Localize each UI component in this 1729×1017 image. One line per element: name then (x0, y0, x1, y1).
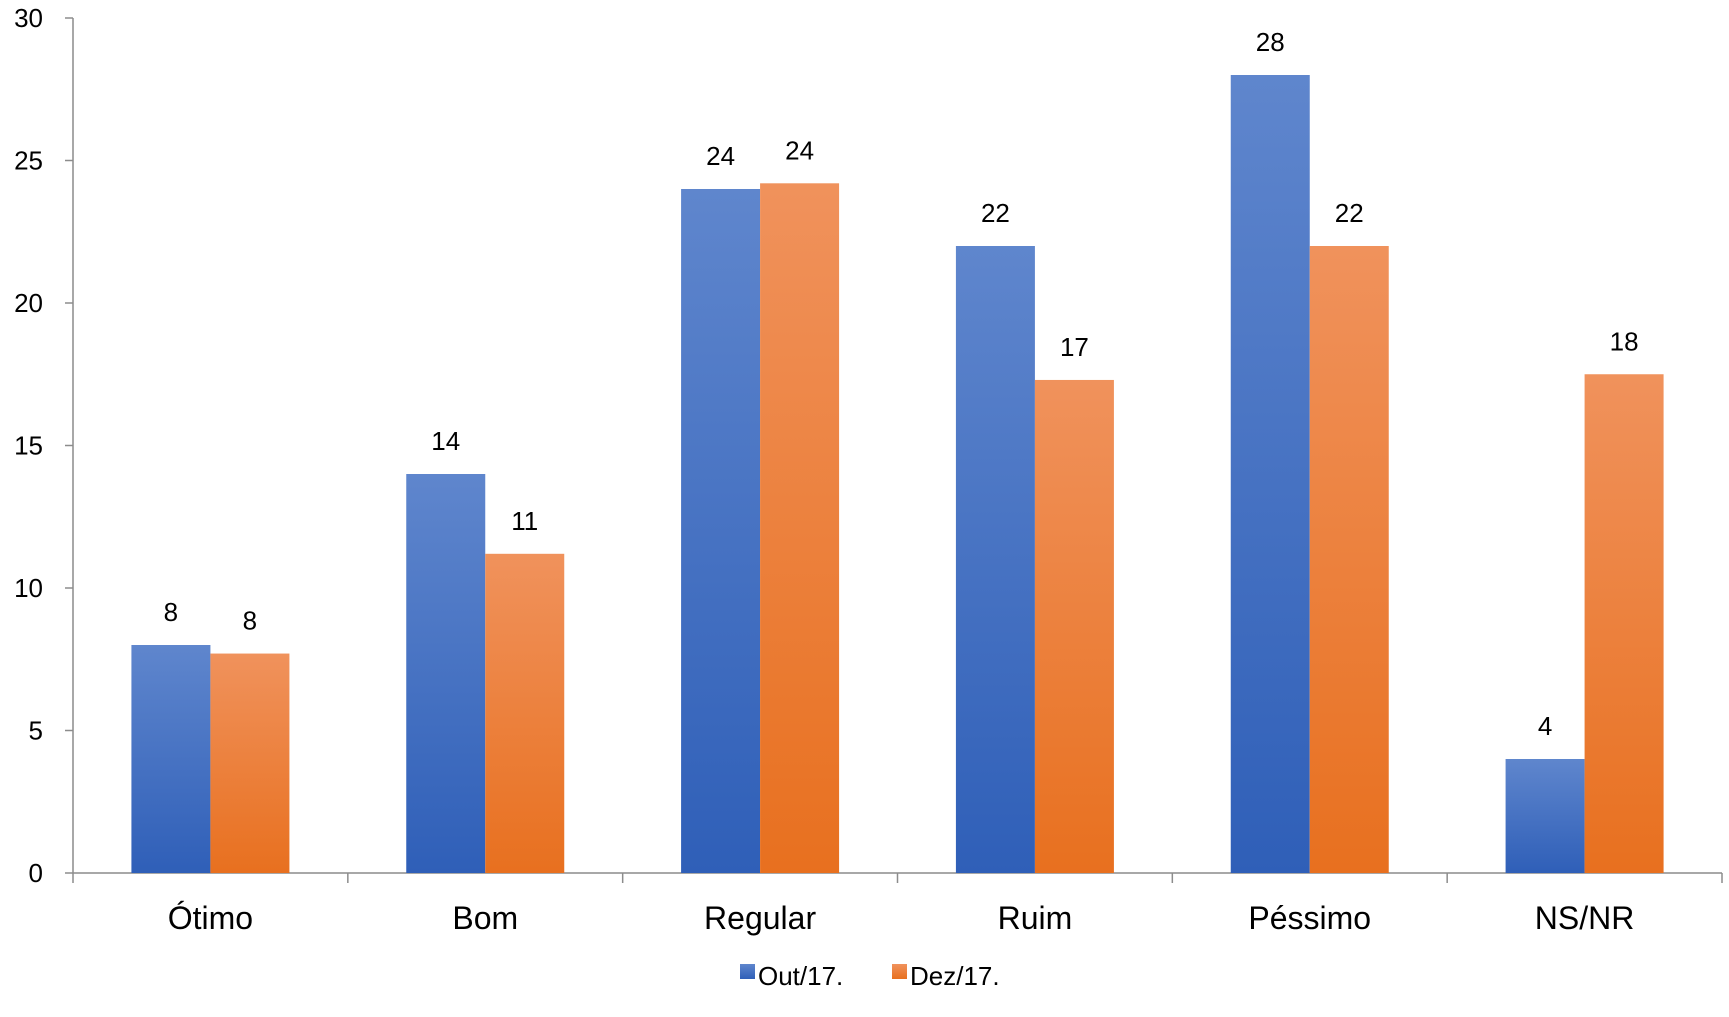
data-label: 8 (243, 606, 257, 636)
category-label: Bom (452, 900, 518, 936)
bar (760, 183, 840, 874)
y-tick-label: 30 (14, 3, 43, 33)
legend-swatch (892, 964, 907, 979)
bar (1584, 374, 1664, 873)
bar (1505, 759, 1585, 873)
bar (1034, 379, 1114, 873)
data-label: 11 (511, 506, 538, 536)
category-label: Péssimo (1248, 900, 1371, 936)
y-tick-label: 5 (29, 716, 43, 746)
y-tick-label: 25 (14, 146, 43, 176)
data-label: 4 (1538, 711, 1552, 741)
y-tick-label: 15 (14, 431, 43, 461)
category-label: Ótimo (168, 900, 253, 936)
category-label: NS/NR (1535, 900, 1635, 936)
data-label: 8 (164, 597, 178, 627)
bar (406, 474, 486, 873)
bar (210, 653, 290, 873)
legend-label: Dez/17. (910, 961, 1000, 991)
data-label: 24 (706, 141, 735, 171)
y-tick-label: 10 (14, 573, 43, 603)
bar (955, 246, 1035, 873)
legend-swatch (740, 964, 755, 979)
data-label: 22 (1335, 198, 1364, 228)
data-label: 28 (1256, 27, 1285, 57)
bar (1309, 246, 1389, 873)
bar (485, 553, 565, 873)
y-tick-label: 20 (14, 288, 43, 318)
y-tick-label: 0 (29, 858, 43, 888)
data-label: 17 (1060, 332, 1089, 362)
data-label: 18 (1610, 326, 1639, 356)
data-label: 22 (981, 198, 1010, 228)
bar (681, 189, 761, 873)
category-label: Ruim (998, 900, 1073, 936)
bar (1230, 75, 1310, 873)
data-label: 14 (431, 426, 460, 456)
bar (131, 645, 211, 873)
legend-label: Out/17. (758, 961, 843, 991)
category-label: Regular (704, 900, 816, 936)
data-label: 24 (785, 135, 814, 165)
